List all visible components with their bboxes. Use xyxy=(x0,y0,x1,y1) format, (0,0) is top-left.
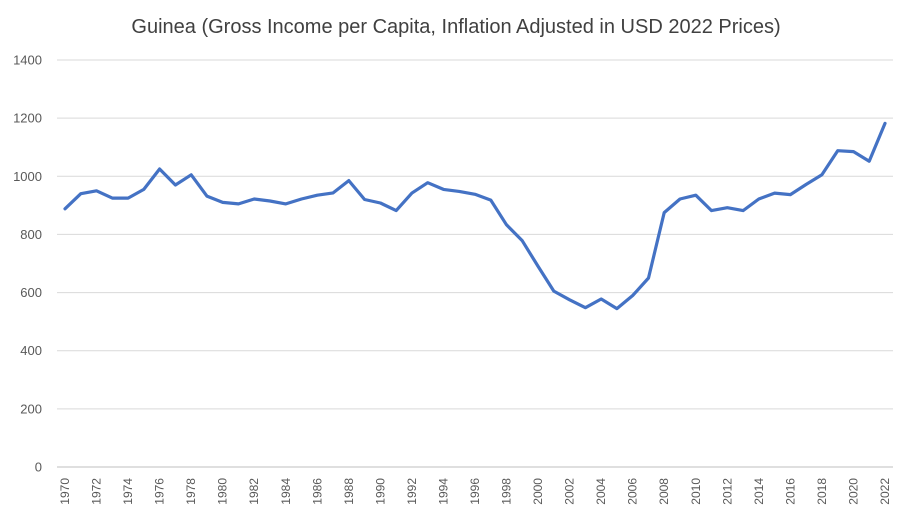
x-tick-label: 2018 xyxy=(815,478,829,505)
x-tick-label: 2006 xyxy=(626,478,640,505)
x-tick-label: 2016 xyxy=(783,478,797,505)
y-tick-label: 0 xyxy=(35,460,42,475)
x-tick-label: 1992 xyxy=(405,478,419,505)
series-line xyxy=(63,121,887,311)
x-tick-label: 2000 xyxy=(531,478,545,505)
y-tick-label: 1400 xyxy=(13,53,42,68)
x-tick-label: 2008 xyxy=(657,478,671,505)
x-tick-label: 1982 xyxy=(247,478,261,505)
chart-title: Guinea (Gross Income per Capita, Inflati… xyxy=(131,16,780,38)
x-tick-label: 1988 xyxy=(342,478,356,505)
x-tick-label: 2020 xyxy=(846,478,860,505)
y-tick-label: 1000 xyxy=(13,169,42,184)
x-tick-label: 1984 xyxy=(279,478,293,505)
x-tick-label: 1970 xyxy=(58,478,72,505)
x-tick-label: 2014 xyxy=(752,478,766,505)
x-tick-label: 2002 xyxy=(563,478,577,505)
y-tick-label: 800 xyxy=(20,227,42,242)
y-tick-label: 400 xyxy=(20,343,42,358)
x-tick-label: 2022 xyxy=(878,478,892,505)
x-tick-label: 1978 xyxy=(184,478,198,505)
x-tick-label: 1986 xyxy=(310,478,324,505)
x-tick-label: 1994 xyxy=(436,478,450,505)
y-tick-label: 600 xyxy=(20,285,42,300)
x-tick-label: 1990 xyxy=(373,478,387,505)
x-tick-label: 1996 xyxy=(468,478,482,505)
gridlines xyxy=(57,59,893,468)
x-tick-label: 2004 xyxy=(594,478,608,505)
x-tick-label: 1972 xyxy=(90,478,104,505)
x-tick-label: 2012 xyxy=(720,478,734,505)
y-tick-label: 1200 xyxy=(13,111,42,126)
y-axis-tick-labels: 0 200 400 600 800 1000 1200 1400 xyxy=(13,53,42,475)
x-tick-label: 2010 xyxy=(689,478,703,505)
x-tick-label: 1998 xyxy=(500,478,514,505)
x-tick-label: 1980 xyxy=(216,478,230,505)
x-tick-label: 1976 xyxy=(153,478,167,505)
x-axis-tick-labels: 1970 1972 1974 1976 1978 1980 1982 1984 1986 1988… xyxy=(58,478,892,505)
x-tick-label: 1974 xyxy=(121,478,135,505)
y-tick-label: 200 xyxy=(20,401,42,416)
